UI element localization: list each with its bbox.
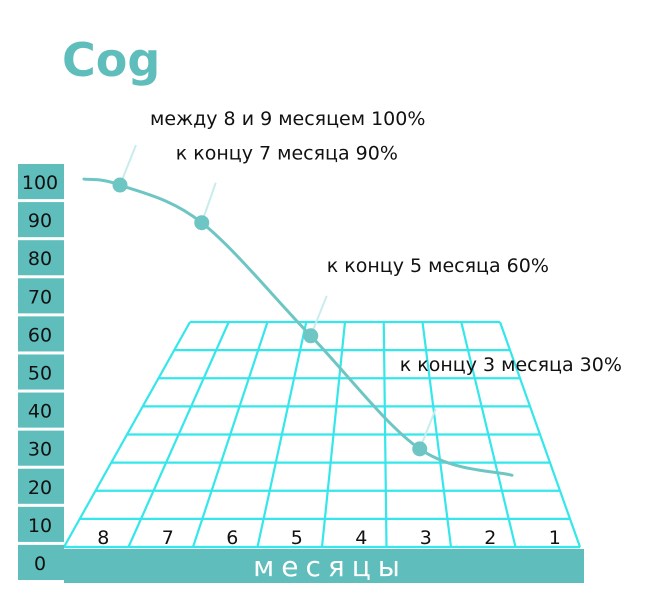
grid-line-v xyxy=(256,321,308,548)
y-tick-box xyxy=(18,544,64,580)
y-tick-box xyxy=(18,202,64,238)
y-tick-label: 20 xyxy=(28,477,52,499)
x-tick-label: 6 xyxy=(226,527,238,549)
grid-line-v xyxy=(63,321,191,548)
x-tick-label: 7 xyxy=(162,527,174,549)
y-tick-label: 30 xyxy=(28,439,52,461)
y-tick-label: 70 xyxy=(28,286,52,308)
x-tick-label: 4 xyxy=(355,527,367,549)
x-tick-label: 3 xyxy=(420,527,432,549)
x-tick-label: 1 xyxy=(549,527,561,549)
grid-line-v xyxy=(382,321,388,548)
y-tick-label: 40 xyxy=(28,401,52,423)
y-tick-label: 0 xyxy=(34,553,46,575)
y-tick-box xyxy=(18,430,64,466)
data-point xyxy=(412,441,428,457)
x-tick-label: 8 xyxy=(97,527,109,549)
annotation-label: к концу 7 месяца 90% xyxy=(176,143,398,165)
grid-line-v xyxy=(460,321,517,548)
grid-line-v xyxy=(320,321,347,548)
y-tick-label: 90 xyxy=(28,210,52,232)
y-tick-box xyxy=(18,506,64,542)
y-tick-box xyxy=(18,164,64,200)
grid-line-v xyxy=(191,321,269,548)
data-point xyxy=(303,328,319,344)
annotation-label: к концу 3 месяца 30% xyxy=(400,354,622,376)
x-axis-label: месяцы xyxy=(253,550,407,583)
data-point xyxy=(112,177,128,193)
annotation-label: между 8 и 9 месяцем 100% xyxy=(150,108,425,130)
x-tick-label: 2 xyxy=(484,527,496,549)
series-line xyxy=(82,177,514,477)
x-axis: 8 7 6 5 4 3 2 1 xyxy=(97,527,561,549)
x-axis-band xyxy=(64,549,584,583)
y-tick-box xyxy=(18,392,64,428)
x-tick-label: 5 xyxy=(291,527,303,549)
y-tick-box xyxy=(18,240,64,276)
grid-line-v xyxy=(127,321,230,548)
y-axis: 0 10 20 30 40 50 60 70 80 90 100 xyxy=(18,164,64,580)
y-tick-label: 80 xyxy=(28,248,52,270)
y-tick-label: 60 xyxy=(28,324,52,346)
perspective-grid xyxy=(63,320,582,549)
y-tick-label: 100 xyxy=(22,172,58,194)
data-points xyxy=(112,177,428,457)
y-tick-box xyxy=(18,468,64,504)
grid-line-v xyxy=(498,321,582,548)
y-tick-box xyxy=(18,278,64,314)
data-point xyxy=(194,215,210,231)
chart-title: Cog xyxy=(62,33,160,87)
y-tick-label: 50 xyxy=(28,363,52,385)
grid-line-v xyxy=(421,321,453,548)
annotation-label: к концу 5 месяца 60% xyxy=(327,255,549,277)
annotations: между 8 и 9 месяцем 100% к концу 7 месяца… xyxy=(150,108,622,376)
annotation-pointers xyxy=(119,144,437,450)
y-tick-box xyxy=(18,354,64,390)
y-tick-box xyxy=(18,316,64,352)
y-tick-label: 10 xyxy=(28,515,52,537)
